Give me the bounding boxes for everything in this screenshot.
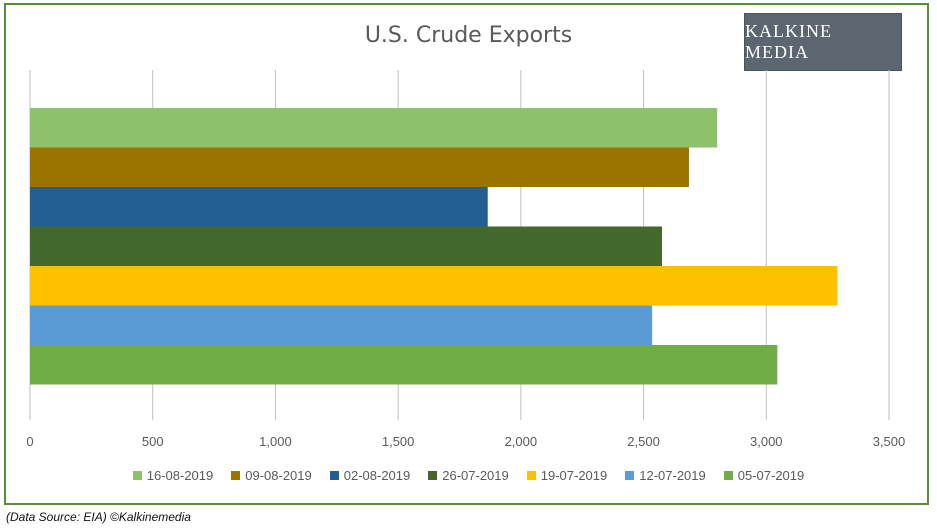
legend-item: 26-07-2019 (428, 468, 509, 483)
chart-title: U.S. Crude Exports (364, 23, 573, 48)
legend-swatch (132, 471, 142, 480)
legend-swatch (428, 471, 438, 480)
legend-item: 19-07-2019 (526, 468, 608, 483)
x-tick-label: 2,500 (627, 434, 660, 449)
legend-label: 19-07-2019 (540, 468, 608, 483)
legend-swatch (231, 471, 241, 480)
legend-swatch (329, 471, 339, 480)
bar-16-08-2019 (30, 108, 718, 148)
x-tick-label: 2,000 (505, 434, 538, 449)
legend-swatch (625, 471, 635, 480)
bar-26-07-2019 (30, 226, 662, 266)
legend-label: 16-08-2019 (146, 468, 214, 483)
kalkine-media-logo: KALKINE MEDIA (744, 13, 902, 71)
bar-09-08-2019 (30, 147, 689, 187)
legend-item: 12-07-2019 (625, 468, 706, 483)
legend-label: 26-07-2019 (442, 468, 509, 483)
legend-label: 12-07-2019 (639, 468, 706, 483)
x-tick-label: 0 (26, 434, 33, 449)
bar-12-07-2019 (30, 305, 653, 345)
legend-item: 09-08-2019 (231, 468, 312, 483)
legend-label: 02-08-2019 (343, 468, 411, 483)
legend-label: 09-08-2019 (245, 468, 312, 483)
x-tick-label: 3,500 (873, 434, 906, 449)
chart-legend: 16-08-2019 09-08-2019 02-08-2019 26-07-2019… (0, 468, 937, 483)
legend-item: 02-08-2019 (329, 468, 411, 483)
bar-19-07-2019 (30, 266, 838, 306)
legend-item: 16-08-2019 (132, 468, 214, 483)
x-tick-label: 3,000 (750, 434, 783, 449)
bar-05-07-2019 (30, 345, 778, 385)
legend-item: 05-07-2019 (723, 468, 805, 483)
legend-swatch (723, 471, 733, 480)
data-source-note: (Data Source: EIA) ©Kalkinemedia (6, 510, 191, 524)
legend-label: 05-07-2019 (737, 468, 805, 483)
x-tick-label: 1,500 (382, 434, 415, 449)
x-tick-label: 500 (142, 434, 164, 449)
x-tick-label: 1,000 (259, 434, 292, 449)
legend-swatch (526, 471, 536, 480)
bar-02-08-2019 (30, 187, 488, 227)
